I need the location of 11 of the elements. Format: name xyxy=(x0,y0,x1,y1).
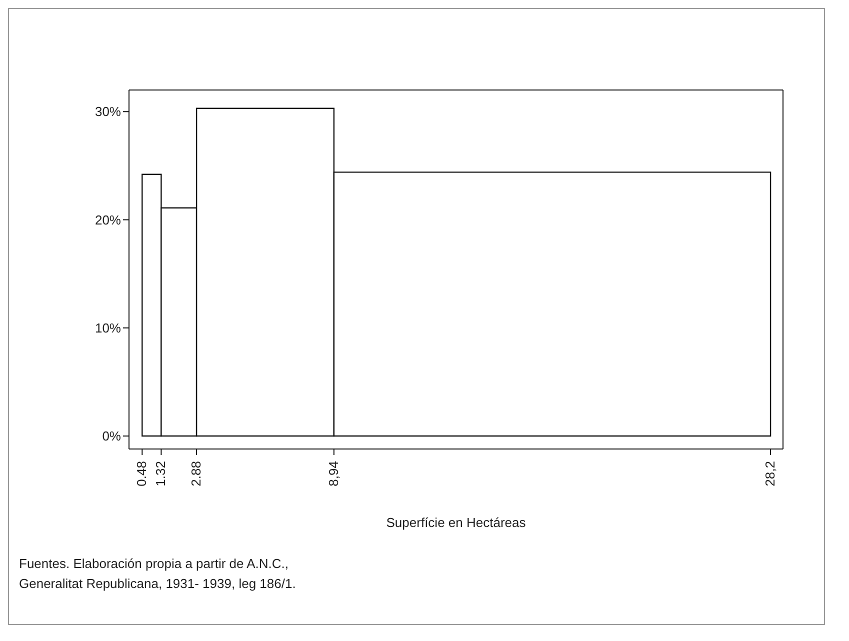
y-tick-label: 30% xyxy=(94,104,122,120)
x-tick-label: 1.32 xyxy=(153,461,168,486)
x-axis-title: Superfície en Hectáreas xyxy=(386,515,526,530)
x-tick-label: 0.48 xyxy=(134,461,150,486)
x-tick-label: 2.88 xyxy=(188,461,204,486)
x-tick-label: 28,2 xyxy=(762,461,778,486)
x-tick-label: 8,94 xyxy=(326,461,341,486)
y-tick-label: 0% xyxy=(102,428,122,444)
y-tick-label: 10% xyxy=(94,320,122,336)
y-tick-label: 20% xyxy=(94,212,122,228)
source-note: Fuentes. Elaboración propia a partir de A.N.C., Generalitat Republicana, 1931- 1939, leg 186/1. xyxy=(19,555,297,593)
